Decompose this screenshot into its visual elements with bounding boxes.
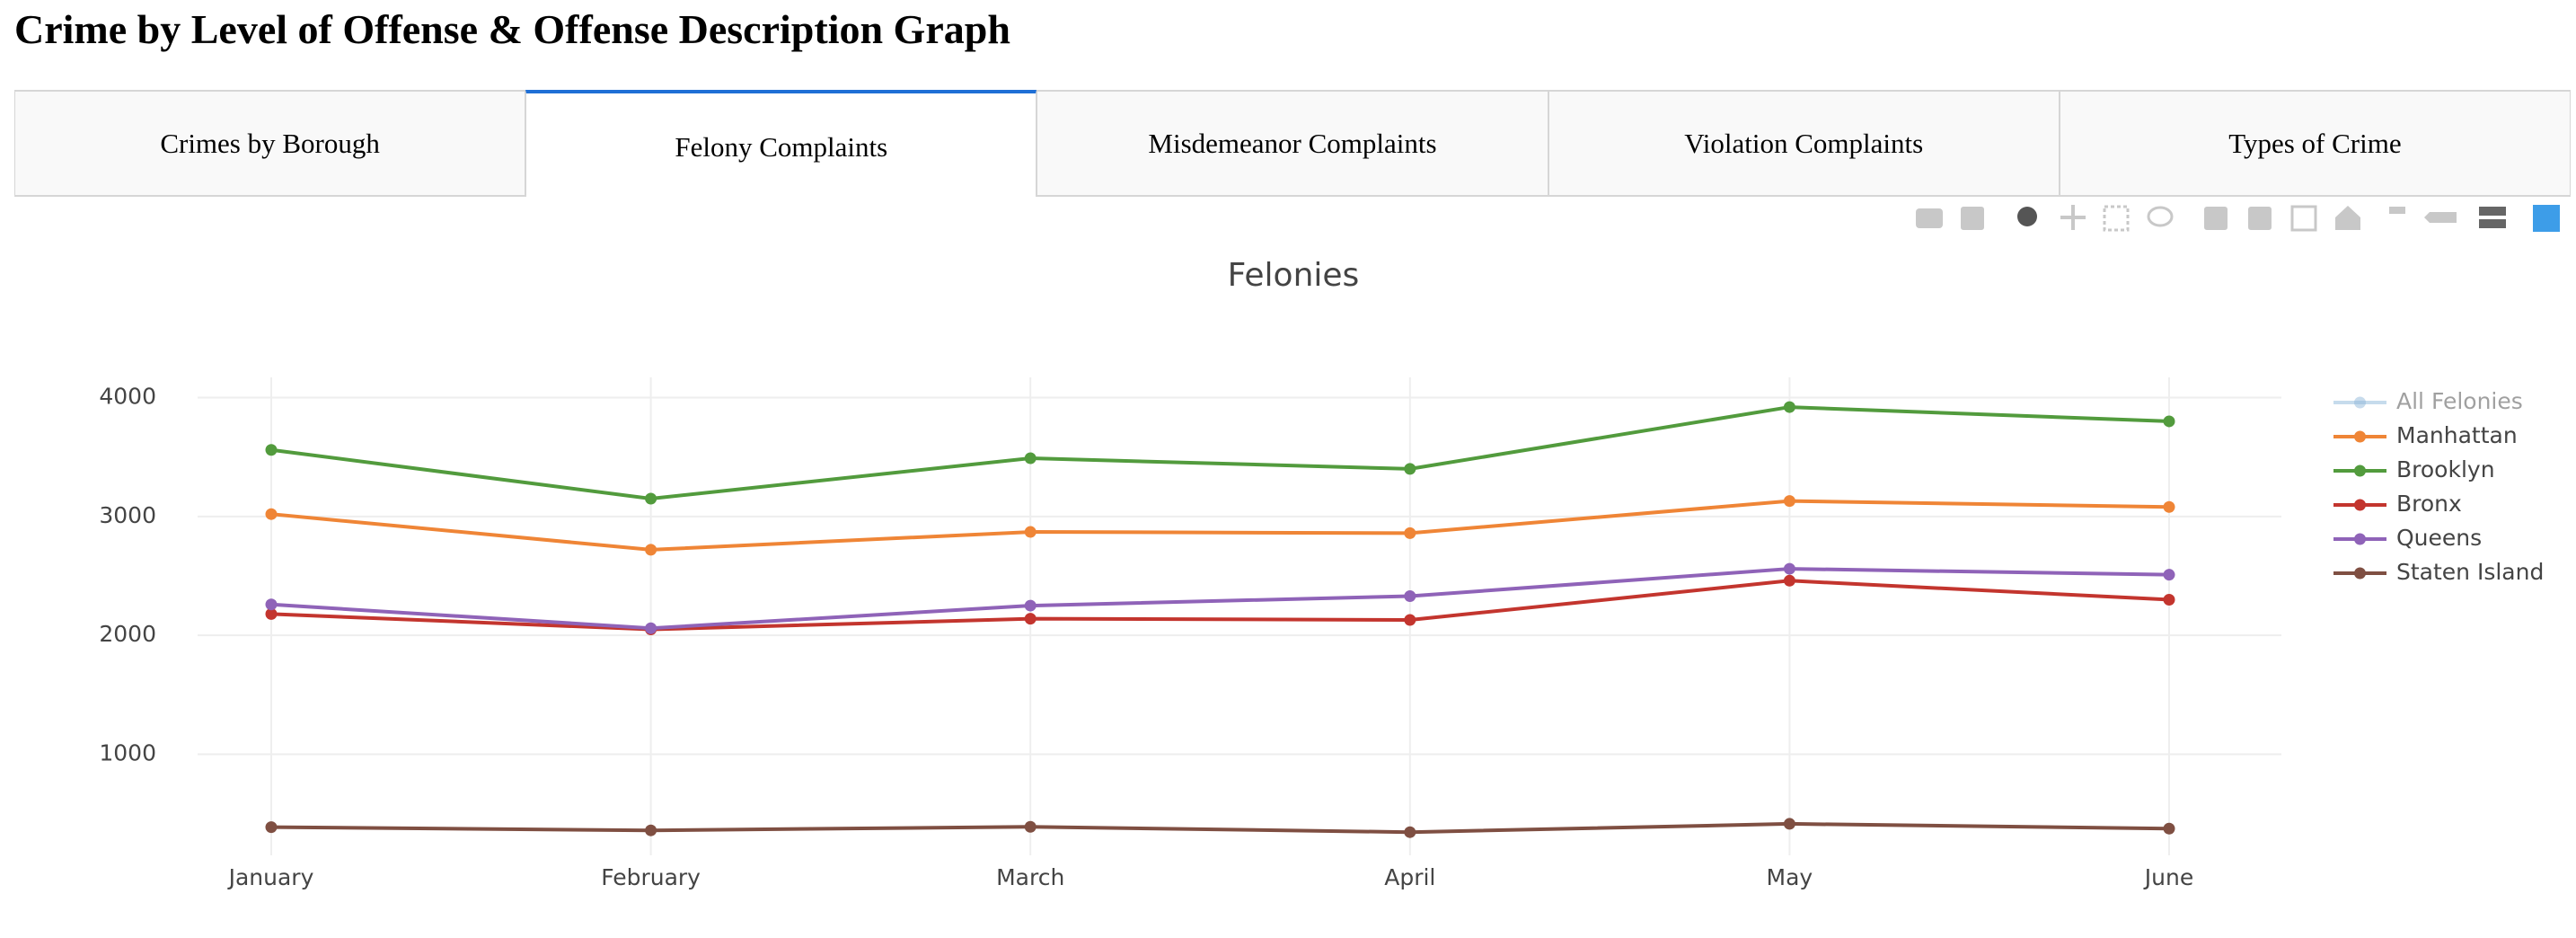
- modebar: [1916, 205, 2560, 232]
- marker: [1404, 463, 1416, 475]
- spike-icon[interactable]: [2389, 207, 2405, 214]
- marker: [645, 622, 657, 634]
- legend-marker: [2354, 396, 2366, 409]
- series-line: [270, 579, 2170, 632]
- marker: [1783, 818, 1795, 830]
- tab[interactable]: Violation Complaints: [1548, 90, 2060, 197]
- legend-marker: [2354, 499, 2366, 511]
- legend-marker: [2354, 465, 2366, 477]
- zoom-out-icon[interactable]: [2248, 207, 2272, 230]
- marker: [1024, 526, 1037, 538]
- legend-label: Brooklyn: [2396, 456, 2495, 482]
- save-icon[interactable]: [1961, 207, 1984, 230]
- marker: [1024, 599, 1037, 612]
- legend-marker: [2354, 567, 2366, 580]
- y-tick-label: 1000: [99, 740, 156, 766]
- hover-compare-icon[interactable]: [2479, 207, 2506, 228]
- legend-marker: [2354, 533, 2366, 545]
- marker: [265, 598, 278, 611]
- y-tick-label: 3000: [99, 502, 156, 528]
- page-title: Crime by Level of Offense & Offense Desc…: [14, 6, 1010, 52]
- marker: [645, 492, 657, 505]
- series-line: [270, 567, 2170, 631]
- marker: [1783, 401, 1795, 413]
- legend-label: Staten Island: [2396, 559, 2544, 585]
- legend-label: Queens: [2396, 525, 2482, 551]
- pan-icon[interactable]: [2060, 205, 2086, 230]
- camera-icon[interactable]: [1916, 208, 1943, 228]
- marker: [2163, 415, 2175, 428]
- legend-label: Manhattan: [2396, 422, 2518, 448]
- autoscale-icon[interactable]: [2290, 205, 2317, 232]
- marker: [1404, 826, 1416, 838]
- marker: [1024, 613, 1037, 625]
- legend-marker: [2354, 430, 2366, 443]
- hover-closest-icon[interactable]: [2424, 212, 2457, 223]
- x-tick-label: June: [2143, 864, 2193, 890]
- marker: [1024, 820, 1037, 833]
- box-select-icon[interactable]: [2103, 205, 2130, 232]
- tab[interactable]: Misdemeanor Complaints: [1037, 90, 1548, 197]
- tab[interactable]: Types of Crime: [2059, 90, 2572, 197]
- legend-label: All Felonies: [2396, 388, 2523, 414]
- marker: [645, 824, 657, 836]
- x-tick-label: February: [601, 864, 701, 890]
- tab[interactable]: Felony Complaints: [525, 90, 1037, 197]
- chart-title: Felonies: [1228, 257, 1360, 294]
- marker: [265, 821, 278, 834]
- marker: [265, 444, 278, 456]
- home-icon[interactable]: [2335, 206, 2360, 230]
- x-tick-label: April: [1384, 864, 1435, 890]
- plotly-logo[interactable]: [2533, 205, 2560, 232]
- marker: [2163, 593, 2175, 606]
- series-line: [270, 499, 2170, 552]
- marker: [1404, 527, 1416, 539]
- tab-bar: Crimes by Borough Felony Complaints Misdem…: [14, 90, 2572, 197]
- zoom-icon[interactable]: [2017, 207, 2037, 226]
- y-tick-label: 4000: [99, 383, 156, 409]
- marker: [2163, 569, 2175, 581]
- marker: [1783, 574, 1795, 587]
- legend-label: Bronx: [2396, 491, 2462, 517]
- marker: [265, 508, 278, 520]
- y-tick-label: 2000: [99, 621, 156, 647]
- lasso-icon[interactable]: [2147, 206, 2174, 227]
- marker: [1024, 452, 1037, 465]
- marker: [1404, 614, 1416, 626]
- x-tick-label: May: [1767, 864, 1813, 890]
- series-line: [270, 821, 2170, 835]
- marker: [2163, 822, 2175, 835]
- marker: [645, 544, 657, 556]
- marker: [1783, 495, 1795, 508]
- tab[interactable]: Crimes by Borough: [14, 90, 526, 197]
- x-tick-label: March: [996, 864, 1064, 890]
- zoom-in-icon[interactable]: [2204, 207, 2228, 230]
- x-tick-label: January: [227, 864, 314, 890]
- marker: [1783, 562, 1795, 575]
- marker: [265, 607, 278, 620]
- series-line: [270, 405, 2170, 500]
- marker: [2163, 500, 2175, 513]
- marker: [1404, 590, 1416, 603]
